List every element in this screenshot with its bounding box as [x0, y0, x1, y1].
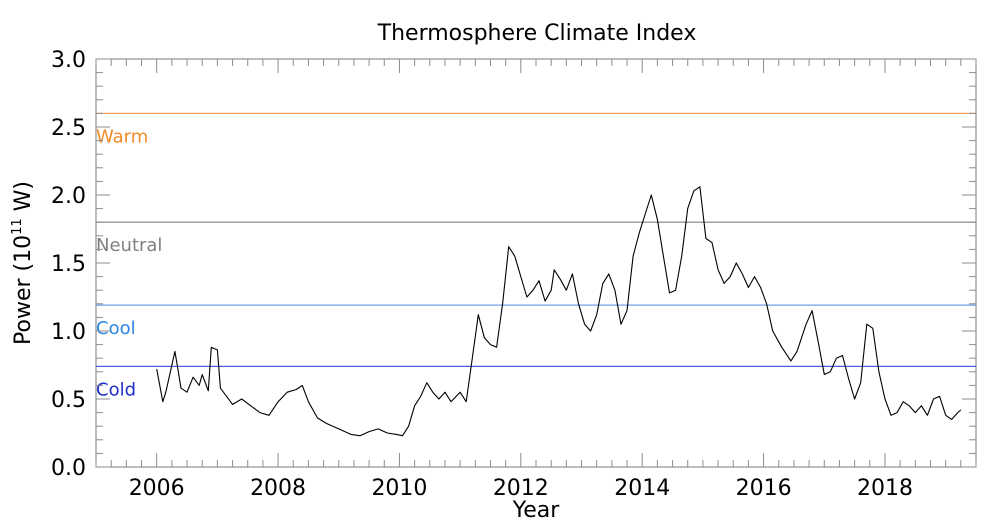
threshold-lines: Warm Neutral Cool Cold	[96, 112, 976, 400]
axis-ticks	[95, 58, 977, 468]
y-axis-title: Power (1011 W)	[10, 181, 36, 345]
y-tick-label: 2.0	[51, 184, 86, 209]
x-tick-label: 2006	[129, 476, 185, 501]
x-tick-labels: 2006 2008 2010 2012 2014 2016 2018	[129, 476, 913, 501]
y-tick-labels: 0.0 0.5 1.0 1.5 2.0 2.5 3.0	[51, 48, 86, 481]
plot-frame	[95, 58, 977, 468]
x-axis-title: Year	[512, 498, 561, 523]
y-tick-label: 1.0	[51, 320, 86, 345]
x-tick-label: 2018	[857, 476, 913, 501]
threshold-label-cold: Cold	[96, 379, 136, 400]
threshold-label-warm: Warm	[96, 126, 148, 147]
chart-title: Thermosphere Climate Index	[377, 21, 697, 46]
x-tick-label: 2010	[371, 476, 427, 501]
x-tick-label: 2008	[250, 476, 306, 501]
threshold-label-cool: Cool	[96, 318, 136, 339]
y-tick-label: 0.0	[51, 456, 86, 481]
x-tick-label: 2012	[493, 476, 549, 501]
y-axis-title-exponent: 11	[10, 218, 25, 235]
threshold-label-neutral: Neutral	[96, 235, 162, 256]
series-line-tci	[156, 186, 962, 437]
y-tick-label: 0.5	[51, 388, 86, 413]
y-tick-label: 1.5	[51, 252, 86, 277]
x-tick-label: 2016	[736, 476, 792, 501]
y-tick-label: 3.0	[51, 48, 86, 73]
y-axis-title-base: Power (10	[11, 235, 36, 345]
y-tick-label: 2.5	[51, 116, 86, 141]
x-tick-label: 2014	[614, 476, 670, 501]
y-axis-title-unit: W)	[11, 181, 36, 218]
